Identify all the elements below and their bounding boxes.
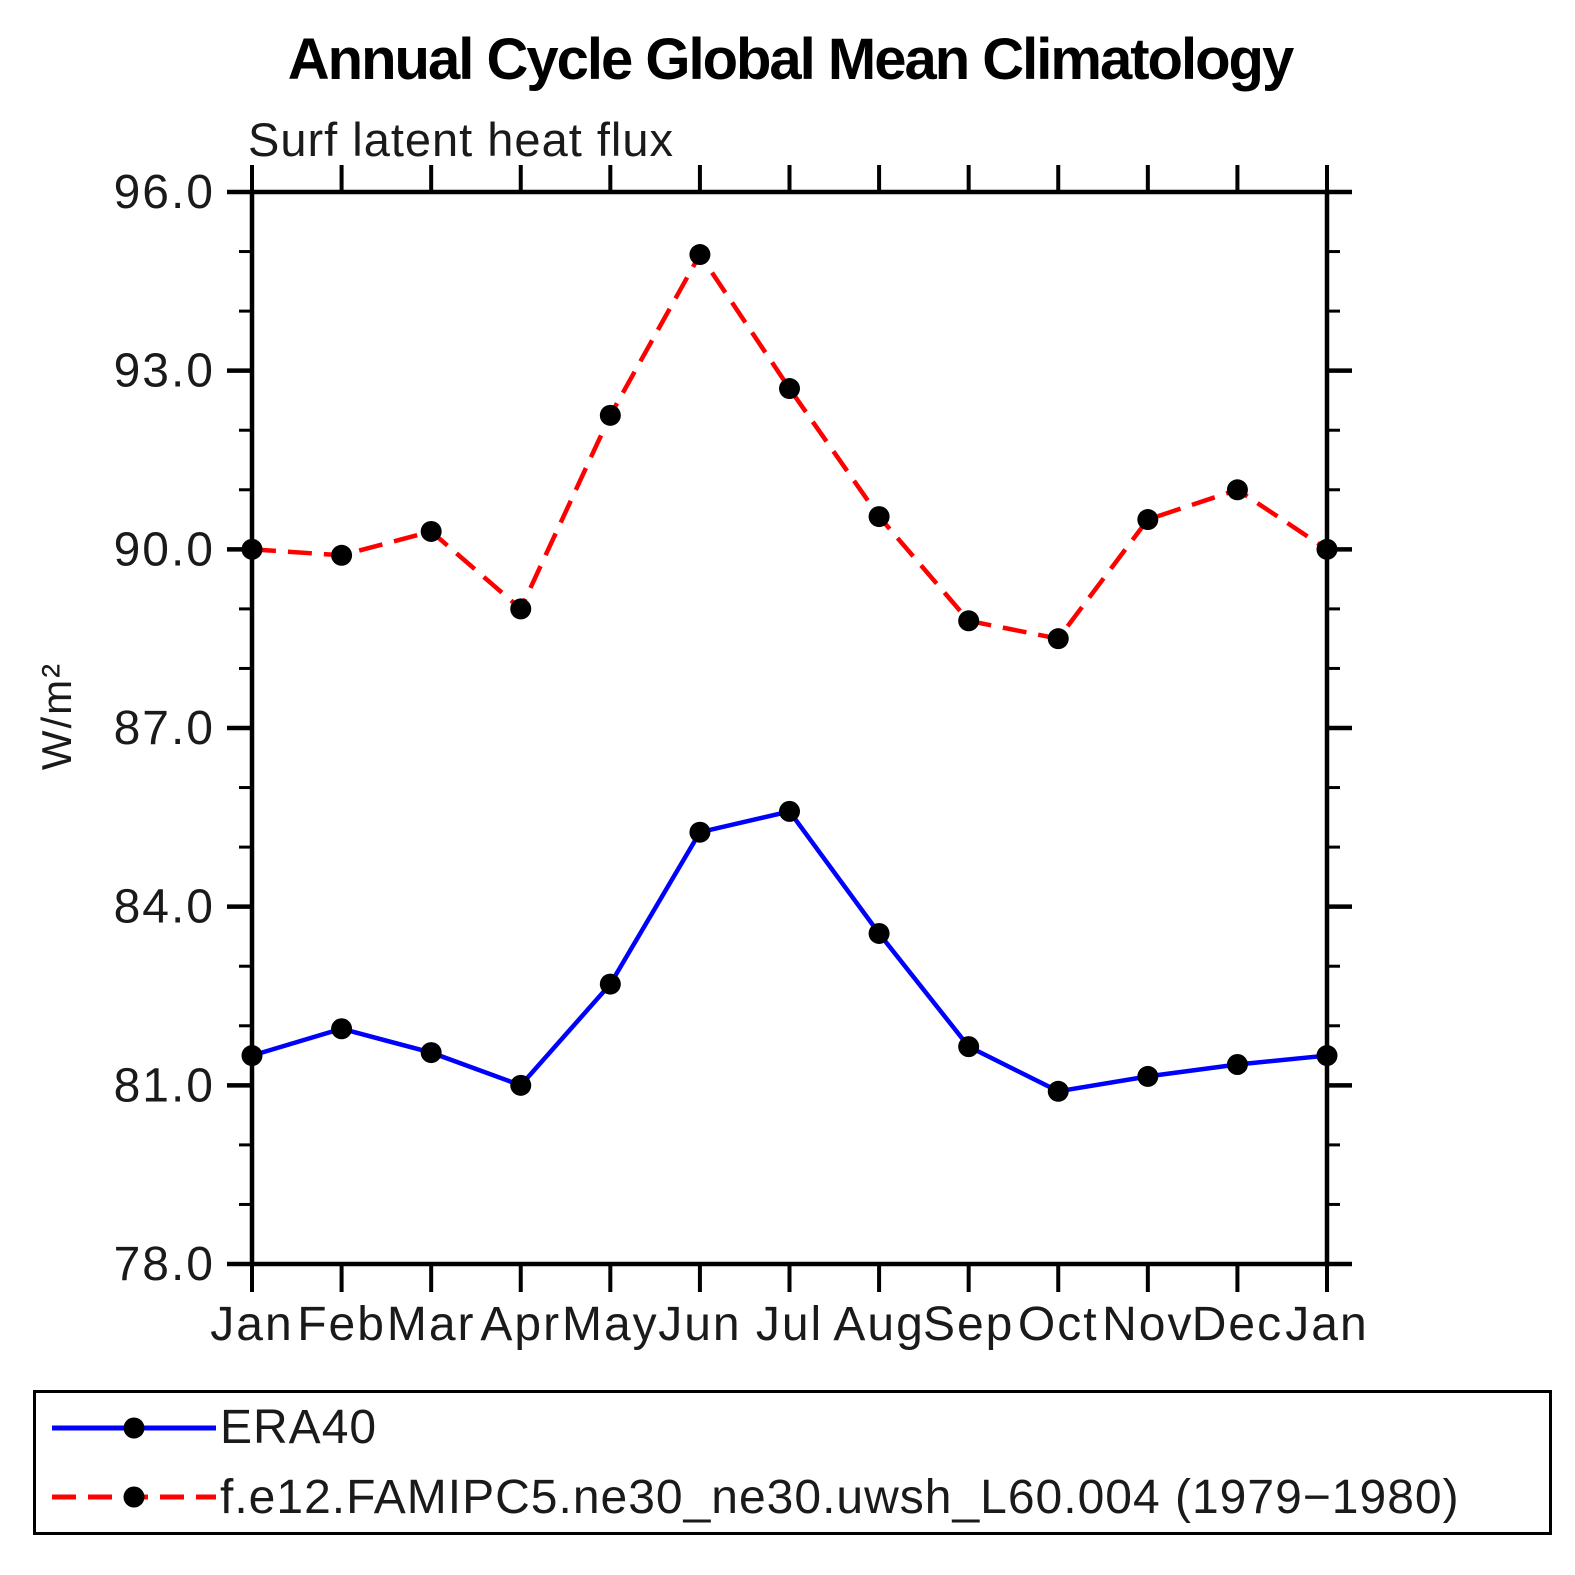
data-point-marker-s0-12 [1316,1045,1338,1067]
model-line [251,250,1329,642]
chart-subtitle: Surf latent heat flux [248,113,674,166]
chart-title: Annual Cycle Global Mean Climatology [287,27,1294,92]
data-point-marker-s1-1 [331,544,353,566]
data-point-marker-s1-6 [779,378,800,400]
data-point-marker-s1-9 [1047,628,1069,650]
data-point-marker-s1-2 [420,520,442,542]
x-axis-tick-label: Jul [756,1298,823,1351]
data-point-marker-s0-10 [1137,1065,1159,1087]
model-sample-marker-icon [123,1486,145,1508]
data-point-marker-s0-2 [420,1042,442,1064]
data-point-marker-s1-5 [689,244,711,266]
data-point-marker-s0-4 [599,973,621,995]
data-point-marker-s1-8 [958,610,980,632]
data-point-marker-s0-1 [331,1018,353,1040]
data-point-marker-s0-7 [868,922,890,944]
x-axis-tick-label: Sep [923,1298,1014,1351]
x-axis-tick-label: Apr [480,1298,561,1351]
y-axis-tick-label: 84.0 [114,881,215,934]
data-point-marker-s1-7 [868,506,890,528]
data-point-marker-s1-12 [1316,538,1338,560]
data-point-marker-s1-0 [241,538,263,560]
x-axis-tick-label: Jan [210,1298,293,1351]
legend-row-model: f.e12.FAMIPC5.ne30_ne30.uwsh_L60.004 (19… [50,1470,1549,1525]
x-axis-tick-label: May [562,1298,659,1351]
era40-sample-marker-icon [123,1417,145,1439]
data-point-marker-s0-6 [779,800,800,822]
x-axis-tick-label: Feb [297,1298,386,1351]
data-point-marker-s1-3 [510,598,532,620]
legend-box: ERA40 f.e12.FAMIPC5.ne30_ne30.uwsh_L60.0… [33,1390,1552,1535]
data-point-marker-s0-9 [1047,1080,1069,1102]
data-point-marker-s1-11 [1226,479,1248,501]
data-point-marker-s0-5 [689,821,711,843]
legend-label-era40: ERA40 [220,1401,378,1455]
x-axis-tick-label: Aug [833,1298,924,1351]
x-axis-tick-label: Oct [1018,1298,1099,1351]
data-point-marker-s0-11 [1226,1053,1248,1075]
legend-row-era40: ERA40 [50,1400,1549,1455]
x-axis-tick-label: Dec [1192,1298,1283,1351]
plot-border [249,189,1330,1267]
x-axis-tick-label: Nov [1102,1298,1193,1351]
y-axis-tick-label: 87.0 [114,702,215,755]
era40-line-sample-icon [52,1417,216,1439]
x-axis-tick-label: Jun [658,1298,741,1351]
y-axis-tick-label: 96.0 [114,166,215,219]
data-point-marker-s0-3 [510,1074,532,1096]
era40-line [251,808,1328,1094]
x-axis-tick-label: Jan [1285,1298,1368,1351]
data-point-marker-s1-4 [599,404,621,426]
y-axis-tick-label: 81.0 [114,1059,215,1112]
data-point-marker-s1-10 [1137,509,1159,531]
x-axis-tick-label: Mar [387,1298,476,1351]
y-axis-tick-label: 93.0 [114,345,215,398]
data-point-marker-s0-8 [958,1036,980,1058]
y-axis-tick-label: 78.0 [114,1238,215,1291]
model-line-sample-icon [52,1486,216,1508]
data-point-marker-s0-0 [241,1045,263,1067]
legend-label-model: f.e12.FAMIPC5.ne30_ne30.uwsh_L60.004 (19… [220,1470,1460,1524]
y-axis-tick-label: 90.0 [114,523,215,576]
